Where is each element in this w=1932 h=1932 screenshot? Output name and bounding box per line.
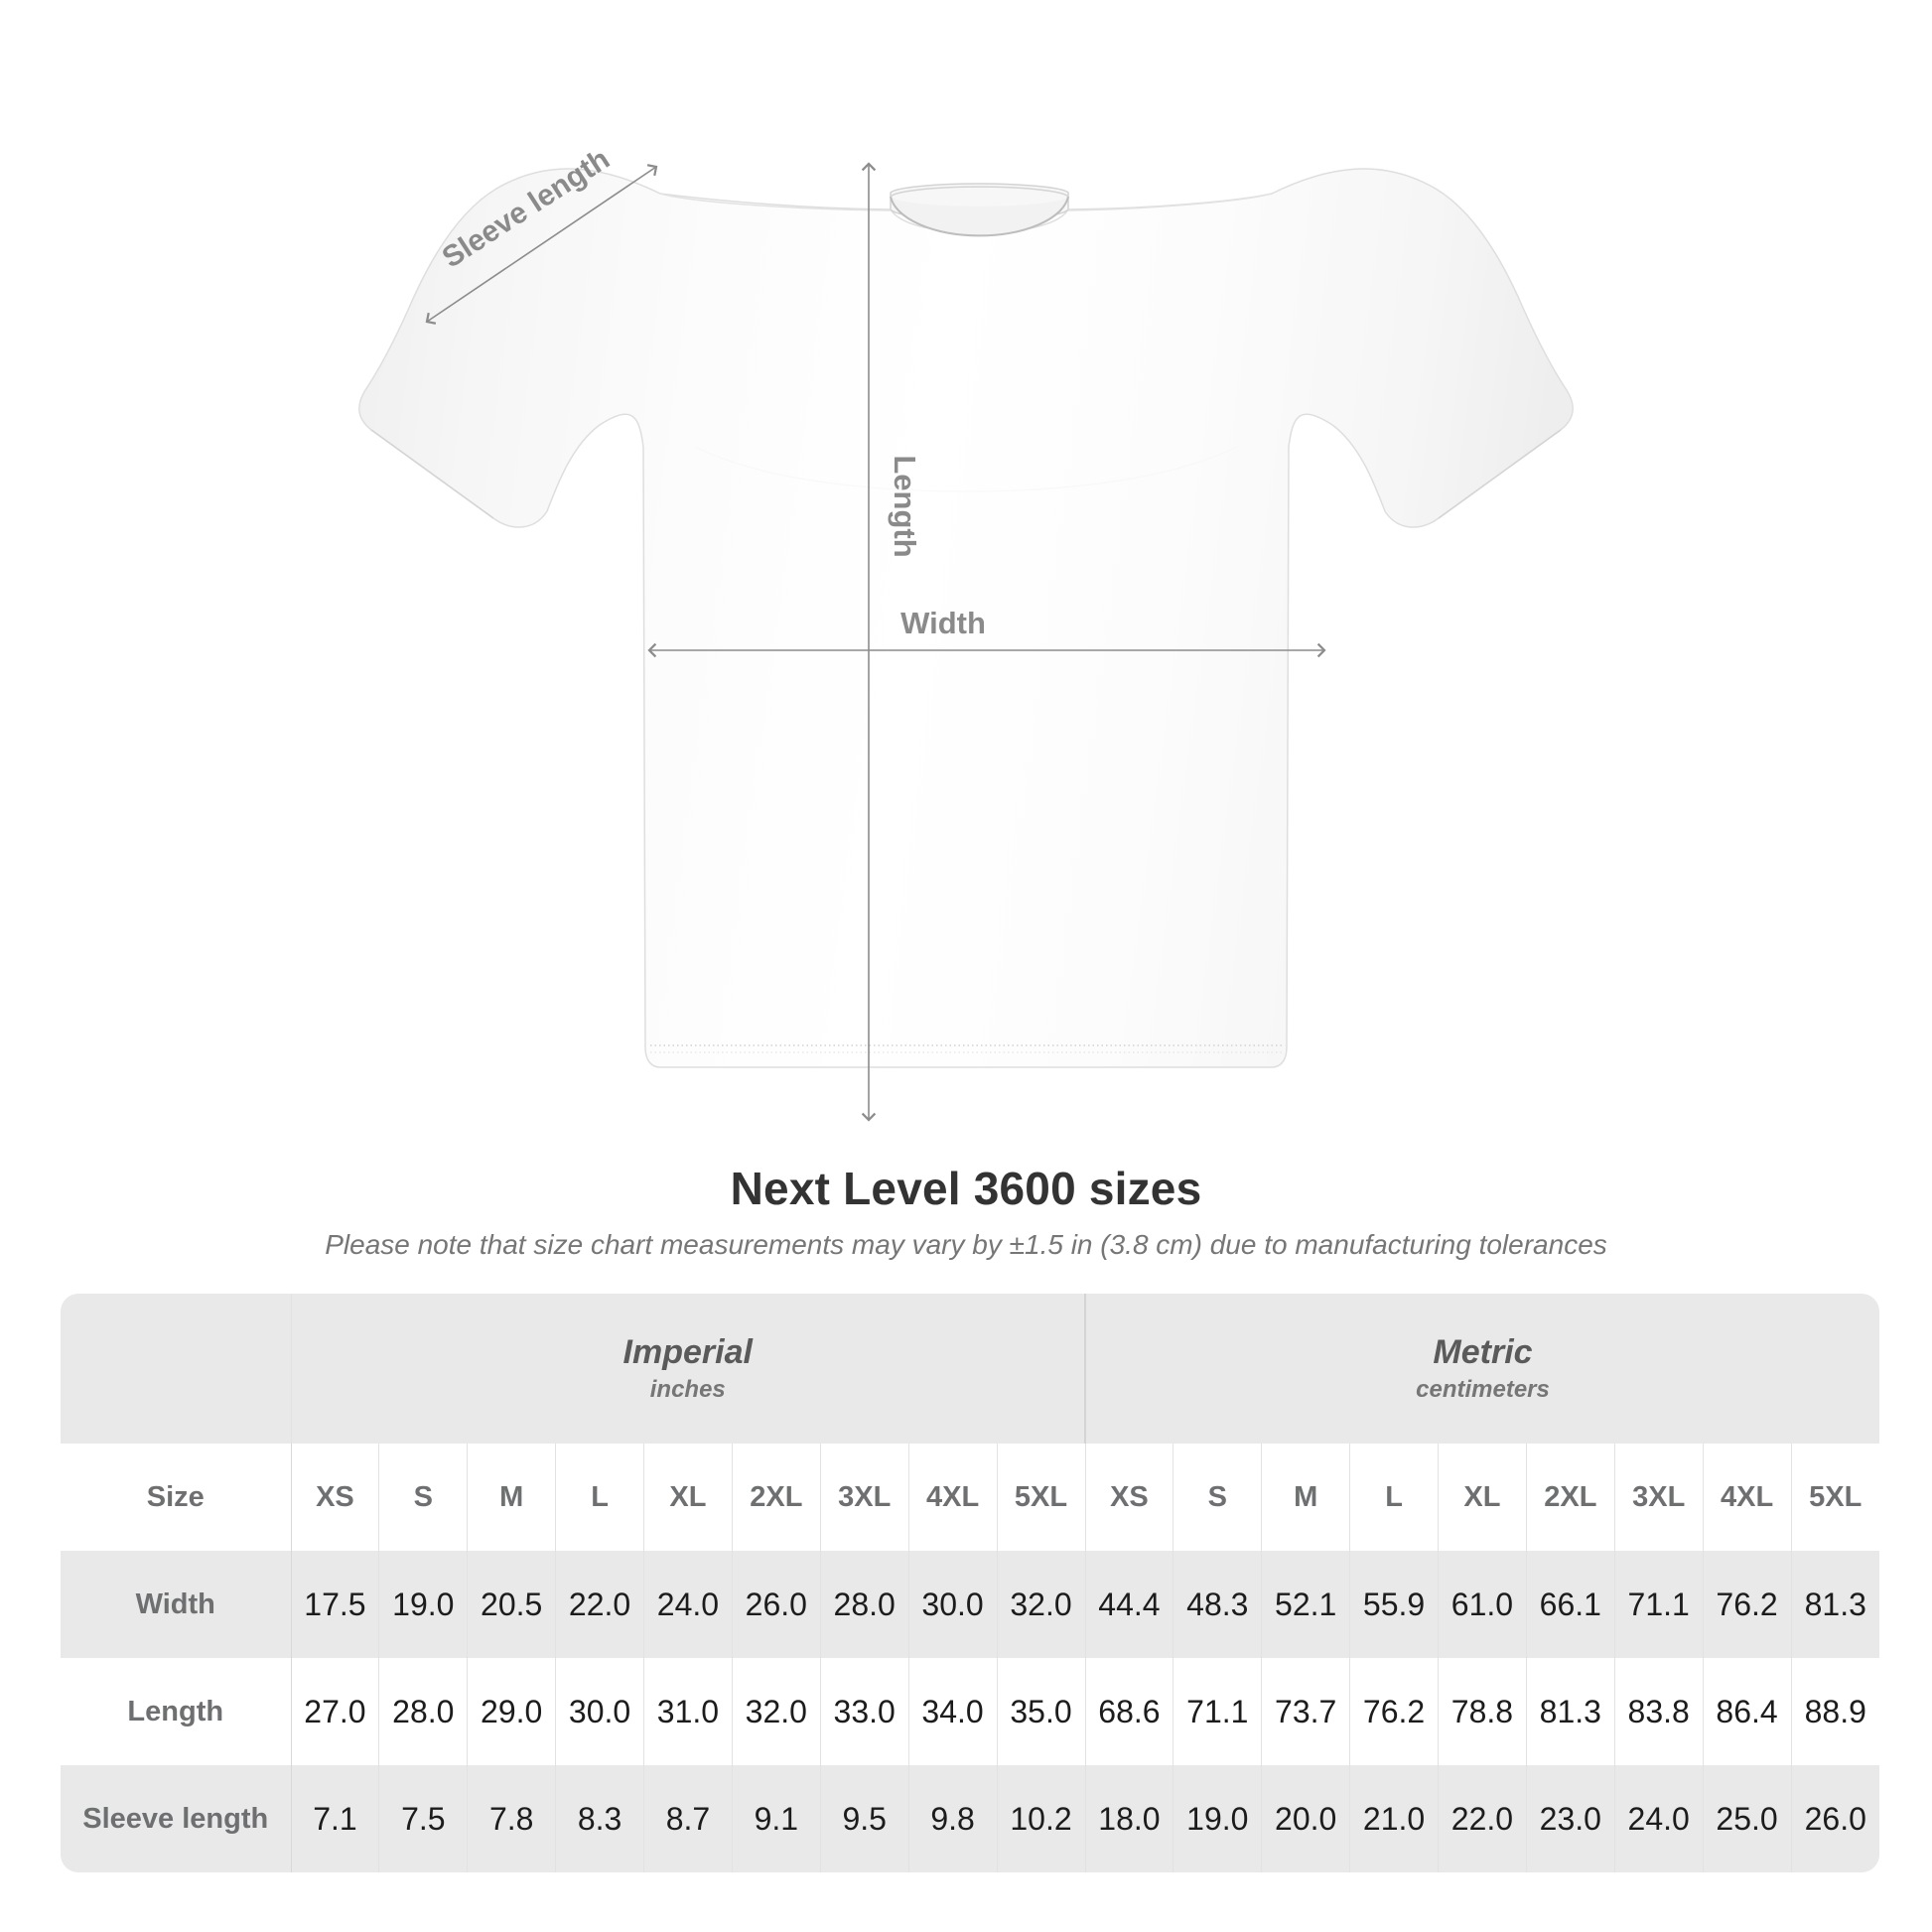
svg-text:Length: Length [888, 455, 922, 557]
svg-text:Width: Width [900, 606, 986, 640]
